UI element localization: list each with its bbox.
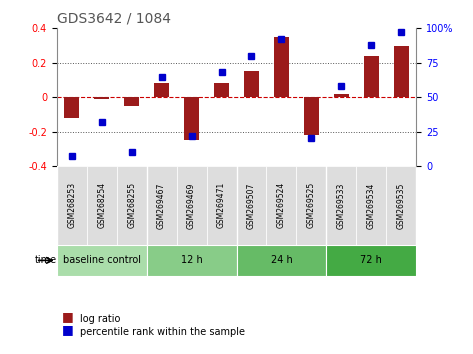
FancyBboxPatch shape (356, 166, 386, 245)
Text: GSM268254: GSM268254 (97, 182, 106, 228)
FancyBboxPatch shape (236, 166, 266, 245)
Bar (244, 72, 259, 97)
FancyBboxPatch shape (147, 245, 236, 276)
Bar (184, 97, 199, 140)
FancyBboxPatch shape (207, 166, 236, 245)
FancyBboxPatch shape (147, 166, 176, 245)
FancyBboxPatch shape (326, 245, 416, 276)
FancyBboxPatch shape (266, 166, 297, 245)
Text: 72 h: 72 h (360, 255, 382, 266)
Text: GSM269535: GSM269535 (397, 182, 406, 229)
FancyBboxPatch shape (176, 166, 207, 245)
FancyBboxPatch shape (236, 245, 326, 276)
Text: GSM269469: GSM269469 (187, 182, 196, 229)
FancyBboxPatch shape (57, 245, 147, 276)
Text: log ratio: log ratio (80, 314, 121, 324)
Bar (334, 94, 349, 97)
Text: baseline control: baseline control (63, 255, 140, 266)
Text: GSM269471: GSM269471 (217, 182, 226, 228)
Bar (64, 97, 79, 118)
Bar (394, 46, 409, 97)
FancyBboxPatch shape (87, 166, 117, 245)
Text: 12 h: 12 h (181, 255, 202, 266)
FancyBboxPatch shape (117, 166, 147, 245)
Text: ■: ■ (61, 310, 73, 323)
Text: GSM269525: GSM269525 (307, 182, 316, 228)
FancyBboxPatch shape (297, 166, 326, 245)
Text: GSM269534: GSM269534 (367, 182, 376, 229)
Text: GSM268253: GSM268253 (67, 182, 76, 228)
Text: percentile rank within the sample: percentile rank within the sample (80, 326, 245, 337)
Bar (214, 84, 229, 97)
Text: time: time (35, 255, 57, 266)
FancyBboxPatch shape (386, 166, 416, 245)
Text: ■: ■ (61, 323, 73, 336)
FancyBboxPatch shape (57, 166, 87, 245)
Text: GSM269524: GSM269524 (277, 182, 286, 228)
Bar (154, 84, 169, 97)
Bar (94, 97, 109, 99)
Bar (124, 97, 139, 106)
Bar (304, 97, 319, 135)
Text: GSM269533: GSM269533 (337, 182, 346, 229)
Text: GDS3642 / 1084: GDS3642 / 1084 (57, 12, 171, 26)
Text: GSM269467: GSM269467 (157, 182, 166, 229)
Bar (274, 37, 289, 97)
Text: GSM268255: GSM268255 (127, 182, 136, 228)
Text: 24 h: 24 h (271, 255, 292, 266)
Bar (364, 56, 379, 97)
FancyBboxPatch shape (326, 166, 356, 245)
Text: GSM269507: GSM269507 (247, 182, 256, 229)
